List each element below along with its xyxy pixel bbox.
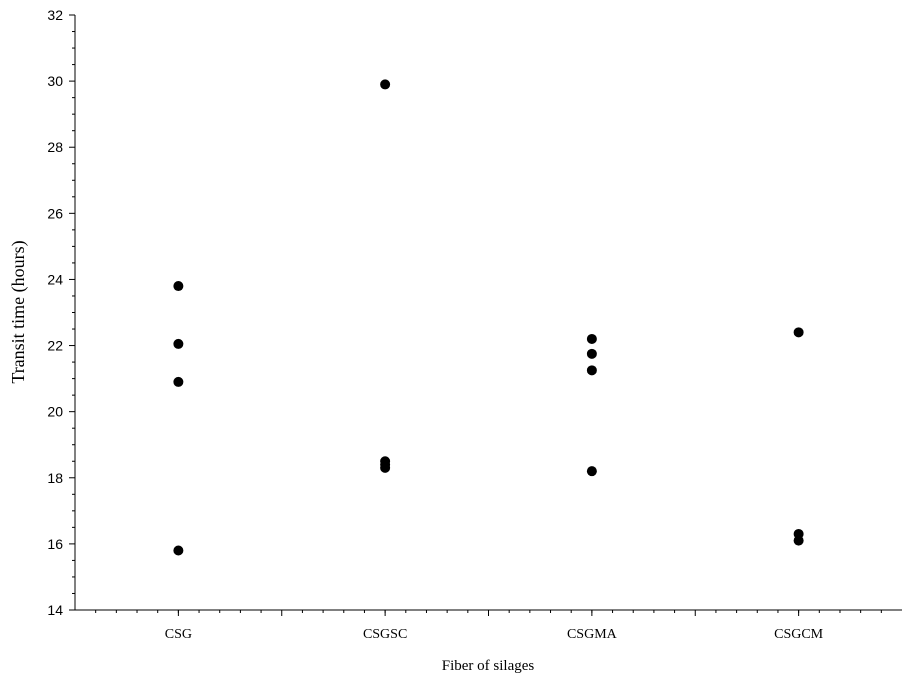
y-tick-label: 30: [47, 73, 63, 89]
data-point: [586, 348, 597, 359]
y-axis-title: Transit time (hours): [8, 240, 29, 383]
x-tick-label: CSGMA: [567, 627, 618, 642]
data-point: [586, 466, 597, 477]
data-point: [173, 545, 184, 556]
y-tick-label: 16: [47, 536, 63, 552]
data-point: [380, 79, 391, 90]
axes: [74, 15, 902, 611]
x-tick-label: CSG: [165, 627, 192, 642]
data-point: [173, 338, 184, 349]
y-ticks: 14 16 18 20 22 24 26 28 30 32: [47, 7, 75, 618]
x-tick-label: CSGSC: [363, 627, 407, 642]
y-tick-label: 24: [47, 271, 63, 287]
data-point: [793, 327, 804, 338]
data-point: [173, 281, 184, 292]
x-ticks: CSG CSGSC CSGMA CSGCM: [95, 610, 882, 642]
x-tick-label: CSGCM: [774, 627, 824, 642]
y-tick-label: 18: [47, 470, 63, 486]
data-point: [380, 462, 391, 473]
data-points: [173, 79, 804, 556]
data-point: [586, 365, 597, 376]
data-point: [793, 535, 804, 546]
y-tick-label: 20: [47, 404, 63, 420]
y-tick-label: 32: [47, 7, 63, 23]
data-point: [173, 376, 184, 387]
y-tick-label: 22: [47, 338, 63, 354]
x-axis-title: Fiber of silages: [442, 658, 535, 674]
y-tick-label: 28: [47, 139, 63, 155]
y-tick-label: 26: [47, 205, 63, 221]
data-point: [586, 333, 597, 344]
y-tick-label: 14: [47, 602, 63, 618]
